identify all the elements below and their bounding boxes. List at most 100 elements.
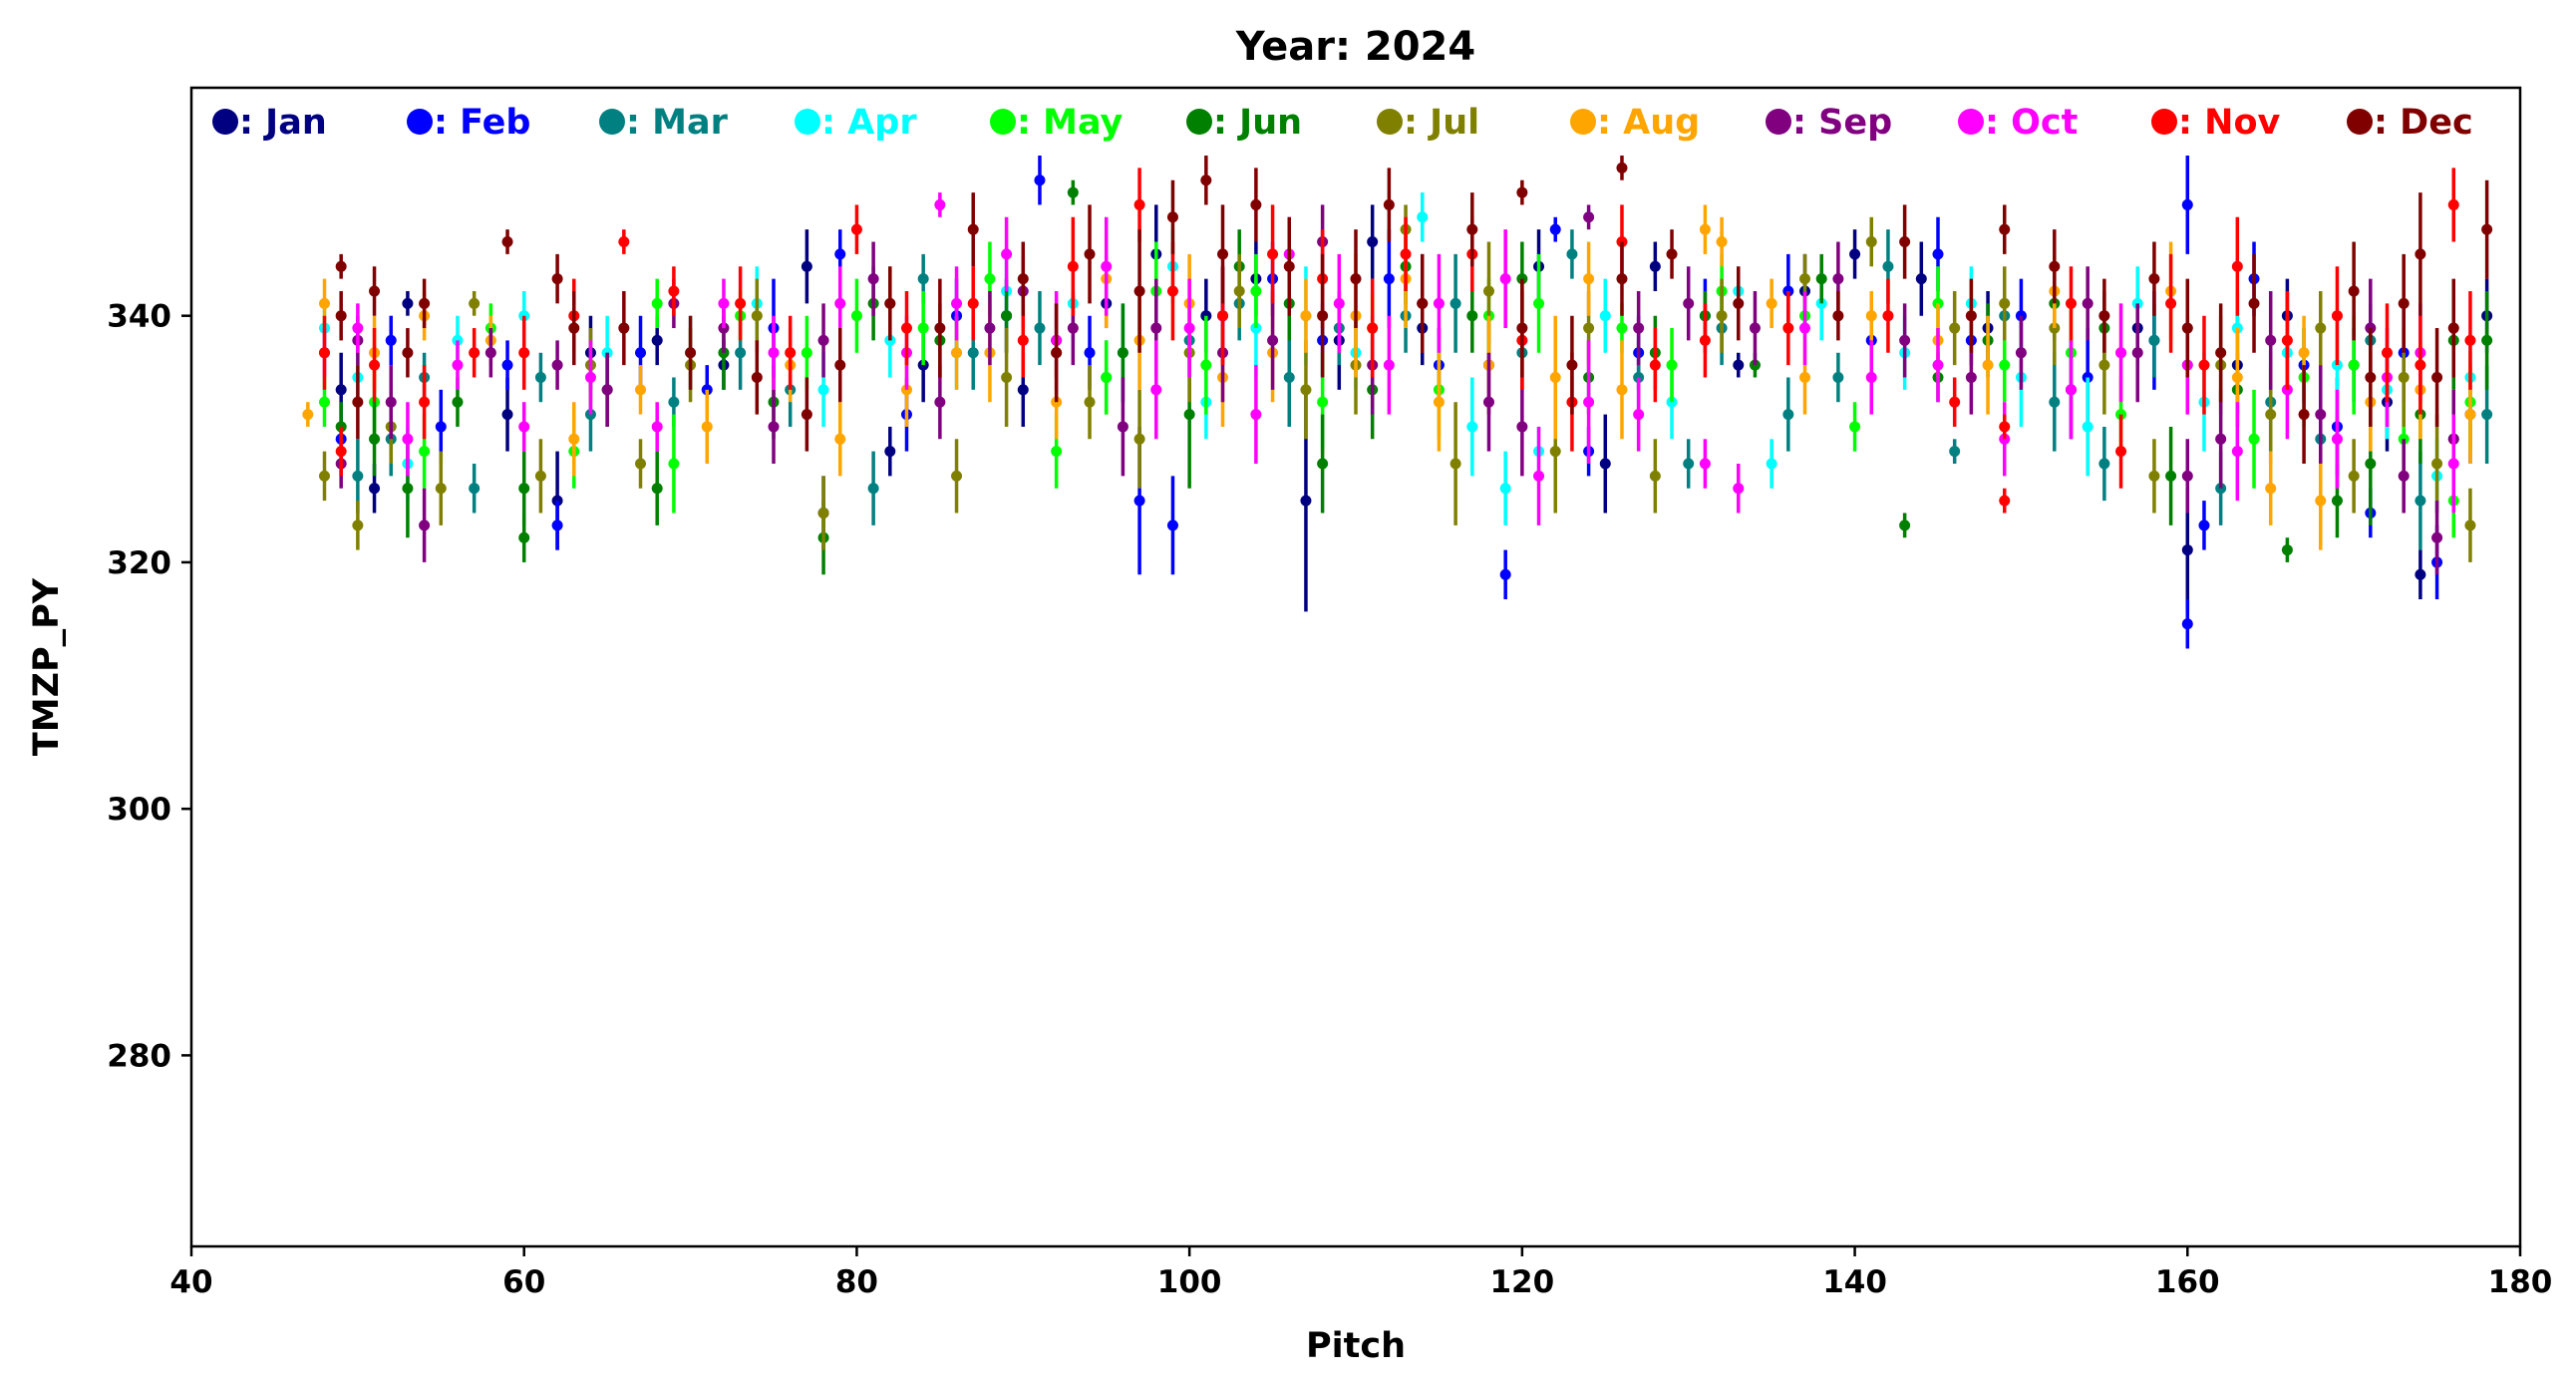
- legend-marker: [2151, 109, 2177, 135]
- data-point: [1449, 458, 1461, 470]
- data-point: [2181, 544, 2193, 556]
- data-point: [1616, 322, 1628, 334]
- data-point: [2265, 334, 2277, 346]
- legend-marker: [795, 109, 820, 135]
- legend-label: : Mar: [626, 103, 729, 143]
- legend-marker: [1570, 109, 1596, 135]
- data-point: [2049, 260, 2061, 272]
- data-point: [318, 297, 330, 309]
- data-point: [635, 347, 647, 359]
- data-point: [2231, 372, 2243, 383]
- data-point: [801, 347, 812, 359]
- data-point: [551, 273, 563, 285]
- data-point: [1566, 248, 1578, 260]
- data-point: [1084, 248, 1096, 260]
- data-point: [2298, 409, 2310, 421]
- data-point: [2464, 520, 2476, 531]
- data-point: [2447, 322, 2459, 334]
- data-point: [2315, 322, 2327, 334]
- x-tick-label: 100: [1157, 1264, 1222, 1300]
- data-point: [2231, 446, 2243, 458]
- data-point: [1899, 236, 1911, 248]
- data-point: [1001, 372, 1013, 383]
- data-point: [1466, 421, 1478, 433]
- data-point: [1666, 248, 1678, 260]
- data-point: [1300, 495, 1312, 507]
- data-point: [900, 322, 912, 334]
- legend-marker: [1186, 109, 1212, 135]
- data-point: [1133, 495, 1145, 507]
- data-point: [1733, 359, 1745, 371]
- data-point: [2447, 198, 2459, 210]
- data-point: [1217, 310, 1229, 322]
- data-point: [1799, 322, 1811, 334]
- data-point: [1965, 372, 1977, 383]
- y-tick-label: 340: [107, 299, 171, 335]
- plot-frame: [189, 86, 2522, 1248]
- data-point: [967, 297, 979, 309]
- x-tick-label: 120: [1489, 1264, 1554, 1300]
- data-point: [1317, 396, 1329, 408]
- legend-marker: [1377, 109, 1403, 135]
- data-point: [1832, 273, 1844, 285]
- data-point: [701, 421, 713, 433]
- data-point: [469, 297, 481, 309]
- data-point: [1549, 372, 1561, 383]
- data-point: [2315, 495, 2327, 507]
- data-point: [369, 359, 381, 371]
- data-point: [1417, 211, 1429, 223]
- data-point: [1949, 322, 1961, 334]
- data-point: [1649, 260, 1661, 272]
- data-point: [651, 483, 663, 495]
- data-point: [402, 297, 414, 309]
- data-point: [768, 421, 780, 433]
- data-point: [1949, 446, 1961, 458]
- data-point: [668, 285, 680, 297]
- data-point: [1583, 273, 1595, 285]
- data-point: [1217, 248, 1229, 260]
- data-point: [1067, 260, 1079, 272]
- data-point: [2464, 409, 2476, 421]
- data-point: [601, 384, 613, 396]
- legend: : Jan: Feb: Mar: Apr: May: Jun: Jul: Aug…: [212, 103, 2473, 143]
- data-point: [1849, 248, 1861, 260]
- data-point: [917, 322, 929, 334]
- data-point: [801, 260, 812, 272]
- data-point: [1367, 322, 1379, 334]
- data-point: [419, 297, 431, 309]
- data-point: [635, 458, 647, 470]
- data-point: [435, 483, 447, 495]
- legend-marker: [990, 109, 1016, 135]
- data-point: [1699, 334, 1711, 346]
- x-tick-label: 40: [169, 1264, 212, 1300]
- data-point: [1300, 310, 1312, 322]
- data-point: [2348, 285, 2360, 297]
- data-point: [1583, 211, 1595, 223]
- data-point: [1267, 334, 1279, 346]
- data-point: [1101, 260, 1113, 272]
- data-point: [618, 322, 630, 334]
- data-point: [1815, 273, 1827, 285]
- legend-marker: [1958, 109, 1984, 135]
- data-point: [2165, 470, 2177, 482]
- data-point: [1300, 384, 1312, 396]
- data-point: [2082, 297, 2093, 309]
- data-point: [685, 347, 697, 359]
- data-point: [2481, 334, 2493, 346]
- data-point: [1250, 198, 1262, 210]
- data-point: [1150, 384, 1162, 396]
- data-point: [1067, 186, 1079, 198]
- data-point: [2382, 347, 2394, 359]
- data-point: [2148, 273, 2160, 285]
- x-tick-label: 140: [1822, 1264, 1887, 1300]
- data-point: [2415, 359, 2426, 371]
- data-point: [1932, 248, 1944, 260]
- data-point: [867, 273, 879, 285]
- data-point: [518, 347, 530, 359]
- data-point: [2049, 396, 2061, 408]
- data-point: [501, 409, 513, 421]
- data-point: [917, 273, 929, 285]
- data-point: [850, 223, 862, 235]
- data-point: [2015, 347, 2027, 359]
- data-point: [1383, 198, 1395, 210]
